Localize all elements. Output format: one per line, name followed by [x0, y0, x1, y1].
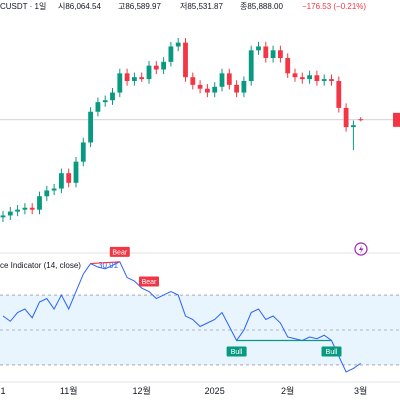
candle-body [110, 92, 115, 101]
candle-body [22, 207, 28, 210]
candle-body [219, 73, 225, 87]
candle-body [102, 100, 108, 103]
price-tag [393, 112, 400, 127]
x-tick-label: 3월 [354, 385, 367, 396]
candle-body [117, 73, 123, 93]
indicator-value: 30.91 [98, 261, 119, 270]
candle-body [161, 61, 166, 70]
header-item: 고86,589.97 [118, 2, 162, 11]
candle-body [51, 188, 57, 191]
candle-body [321, 79, 327, 82]
candle-body [205, 88, 210, 93]
candle-body [263, 46, 269, 58]
candle-body [241, 81, 247, 93]
x-tick-label: 12월 [133, 385, 151, 396]
candle-body [226, 73, 232, 85]
candle-body [66, 173, 72, 183]
candle-body [95, 102, 101, 112]
header-item: 시86,064.54 [58, 2, 102, 11]
candle-body [175, 42, 181, 47]
candle-body [44, 190, 50, 197]
divergence-label: Bull [326, 349, 338, 356]
candle-body [197, 84, 203, 89]
candle-body [15, 209, 20, 212]
x-tick-label: 2월 [281, 385, 294, 396]
candle-body [299, 77, 305, 80]
candle-body [212, 86, 218, 93]
header-item: −176.53 (−0.21%) [302, 2, 366, 11]
candle-body [307, 75, 312, 80]
candle-body [351, 125, 356, 128]
candle-body [37, 196, 42, 210]
alert-icon-ring [354, 242, 368, 256]
candle-body [7, 211, 13, 216]
divergence-tag [109, 246, 130, 257]
candle-body [139, 77, 145, 80]
header-item: CUSDT · 1일 [0, 2, 46, 11]
candle-body [183, 42, 188, 78]
candle-body [270, 50, 276, 58]
candle-body [329, 79, 334, 82]
candle-body [292, 73, 298, 78]
candle-body [153, 65, 159, 70]
candle-body [124, 73, 130, 82]
indicator-title: ce Indicator (14, close) [0, 261, 81, 270]
candle-body [146, 65, 152, 80]
candle-body [59, 173, 64, 189]
candle-body [314, 75, 320, 82]
header-item: 종85,888.00 [240, 2, 284, 11]
x-tick-label: 1 [0, 386, 5, 396]
candle-body [358, 119, 364, 121]
candle-body [343, 107, 349, 128]
candle-body [80, 142, 86, 162]
header-item: 저85,531.87 [180, 2, 224, 11]
candle-body [285, 57, 291, 74]
divergence-tag [139, 276, 159, 287]
candle-body [29, 207, 35, 210]
candle-body [0, 215, 6, 218]
divergence-label: Bull [231, 349, 243, 356]
divergence-label: Bear [142, 279, 157, 286]
candle-body [132, 77, 137, 82]
divergence-label: Bear [112, 249, 127, 256]
candle-body [73, 161, 79, 183]
x-tick-label: 2025 [205, 386, 225, 396]
alert-icon[interactable] [354, 242, 368, 256]
divergence-tag [321, 346, 342, 357]
candle-body [278, 50, 283, 58]
candle-body [248, 50, 254, 82]
candle-body [256, 46, 261, 51]
candle-body [190, 77, 196, 85]
candle-body [168, 46, 174, 62]
candle-body [336, 81, 342, 108]
x-tick-label: 11월 [60, 385, 78, 396]
candle-body [88, 111, 93, 143]
candle-body [234, 84, 239, 93]
divergence-tag [226, 346, 247, 357]
divergence-line [90, 261, 120, 265]
alert-icon-bolt [359, 245, 364, 254]
